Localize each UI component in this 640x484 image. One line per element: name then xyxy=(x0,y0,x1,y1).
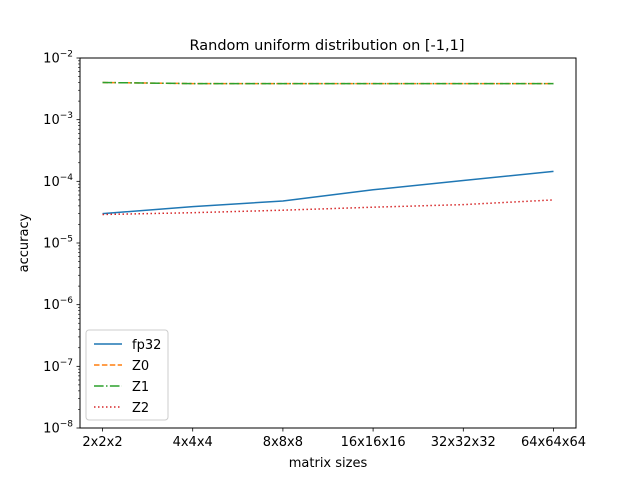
legend-box xyxy=(85,329,169,421)
x-axis-label: matrix sizes xyxy=(289,456,368,471)
legend-label-fp32: fp32 xyxy=(132,338,161,353)
series-line-z1 xyxy=(102,81,554,85)
y-tick-label: 10−7 xyxy=(43,358,73,375)
x-tick-label: 2x2x2 xyxy=(82,435,122,450)
legend-label-z0: Z0 xyxy=(132,359,149,374)
x-tick-label: 64x64x64 xyxy=(521,435,586,450)
x-tick-label: 32x32x32 xyxy=(431,435,496,450)
y-tick-label: 10−3 xyxy=(43,111,73,128)
plot-area xyxy=(102,81,554,216)
y-tick-label: 10−5 xyxy=(43,235,73,252)
series-line-z2 xyxy=(102,199,554,216)
y-tick-label: 10−8 xyxy=(43,420,73,437)
legend-label-z1: Z1 xyxy=(132,380,149,395)
x-tick-label: 8x8x8 xyxy=(263,435,303,450)
y-tick-label: 10−4 xyxy=(43,173,73,190)
plot-frame xyxy=(79,57,577,429)
y-tick-label: 10−6 xyxy=(43,296,73,313)
x-axis-ticks: 2x2x2 4x4x4 8x8x8 16x16x16 32x32x32 64x64x64 xyxy=(82,428,586,450)
legend: fp32 Z0 Z1 Z2 xyxy=(85,329,169,421)
chart-title: Random uniform distribution on [-1,1] xyxy=(190,38,465,54)
series-line-fp32 xyxy=(102,170,554,215)
x-tick-label: 16x16x16 xyxy=(341,435,406,450)
y-axis-ticks: 10−8 10−7 10−6 10−5 10−4 10−3 10−2 xyxy=(43,50,80,437)
legend-label-z2: Z2 xyxy=(132,401,149,416)
y-tick-label: 10−2 xyxy=(43,50,73,67)
x-tick-label: 4x4x4 xyxy=(173,435,213,450)
y-axis-label: accuracy xyxy=(17,213,32,272)
